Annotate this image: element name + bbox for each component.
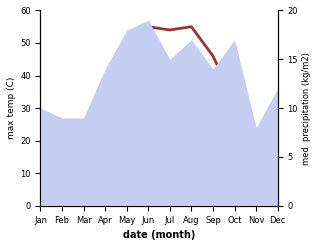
- Y-axis label: max temp (C): max temp (C): [7, 77, 16, 139]
- Y-axis label: med. precipitation (kg/m2): med. precipitation (kg/m2): [302, 52, 311, 165]
- X-axis label: date (month): date (month): [123, 230, 195, 240]
